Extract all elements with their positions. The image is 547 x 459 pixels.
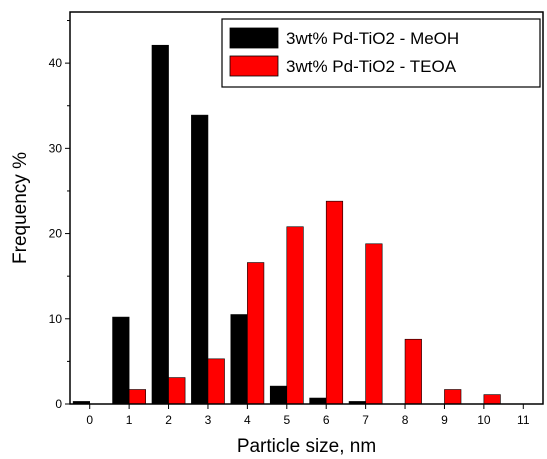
bar-teoa-8: [404, 338, 422, 405]
y-tick-label-20: 20: [49, 227, 63, 241]
legend-swatch-meoh: [229, 27, 279, 49]
y-tick-label-40: 40: [49, 56, 63, 70]
x-tick-label-7: 7: [362, 413, 369, 427]
legend-label-meoh: 3wt% Pd-TiO2 - MeOH: [286, 29, 459, 48]
x-tick-label-8: 8: [402, 413, 409, 427]
x-tick-label-4: 4: [244, 413, 251, 427]
y-tick-label-30: 30: [49, 141, 63, 155]
bar-teoa-9: [444, 389, 462, 405]
bars-layer: [72, 44, 501, 405]
y-tick-label-0: 0: [55, 397, 62, 411]
bar-meoh-4: [230, 314, 248, 405]
bar-teoa-7: [365, 243, 383, 405]
x-tick-label-9: 9: [441, 413, 448, 427]
x-tick-label-1: 1: [126, 413, 133, 427]
bar-teoa-1: [128, 389, 146, 405]
bar-meoh-2: [151, 44, 169, 405]
legend-swatch-teoa: [229, 55, 279, 77]
bar-teoa-5: [286, 226, 304, 405]
bar-teoa-2: [168, 377, 186, 405]
x-tick-label-2: 2: [165, 413, 172, 427]
bar-teoa-4: [247, 262, 265, 405]
bar-teoa-10: [483, 394, 501, 405]
y-tick-label-10: 10: [49, 312, 63, 326]
bar-meoh-5: [269, 385, 288, 405]
plot-frame: [69, 11, 544, 405]
bar-teoa-3: [207, 358, 225, 405]
legend-label-teoa: 3wt% Pd-TiO2 - TEOA: [286, 57, 457, 76]
bar-meoh-1: [112, 316, 130, 405]
legend: 3wt% Pd-TiO2 - MeOH 3wt% Pd-TiO2 - TEOA: [221, 18, 541, 88]
x-tick-label-5: 5: [283, 413, 290, 427]
x-tick-label-6: 6: [323, 413, 330, 427]
bar-teoa-6: [325, 200, 344, 405]
x-tick-label-10: 10: [477, 413, 491, 427]
x-tick-label-11: 11: [517, 413, 530, 427]
x-tick-label-3: 3: [205, 413, 212, 427]
y-axis-title: Frequency %: [10, 152, 31, 264]
x-axis: 0 1 2 3 4 5 6 7 8 9 10 11: [86, 404, 530, 427]
bar-meoh-6: [309, 397, 327, 405]
x-tick-label-0: 0: [86, 413, 93, 427]
y-axis: 0 10 20 30 40: [49, 20, 70, 411]
bar-meoh-3: [191, 114, 209, 405]
x-axis-title: Particle size, nm: [237, 436, 376, 457]
